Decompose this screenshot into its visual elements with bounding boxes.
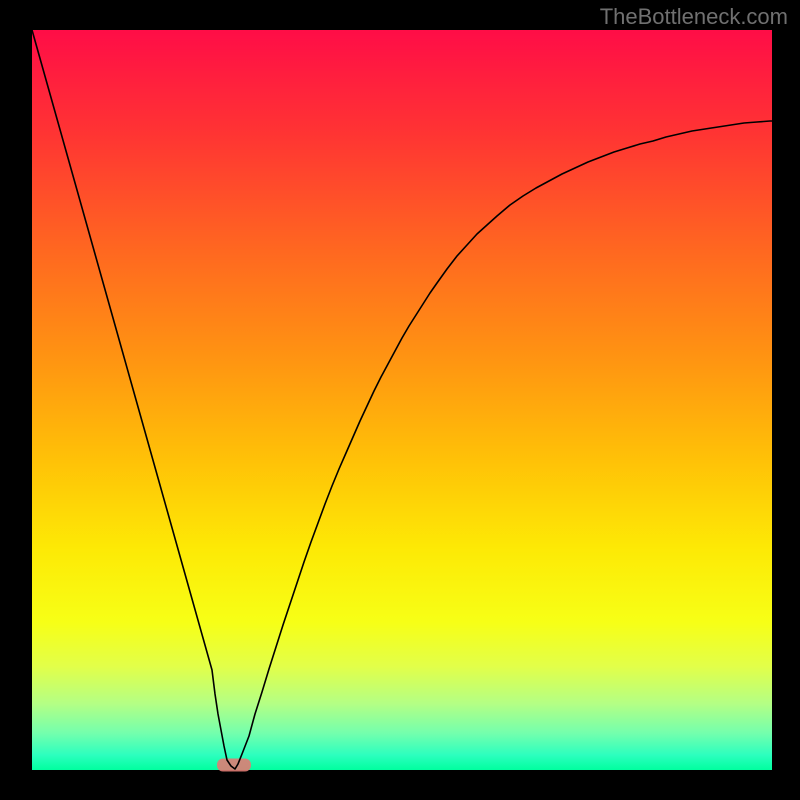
bottleneck-marker xyxy=(217,759,251,772)
chart-container: TheBottleneck.com xyxy=(0,0,800,800)
bottleneck-plot xyxy=(0,0,800,800)
plot-background xyxy=(32,30,772,770)
watermark-text: TheBottleneck.com xyxy=(600,4,788,30)
